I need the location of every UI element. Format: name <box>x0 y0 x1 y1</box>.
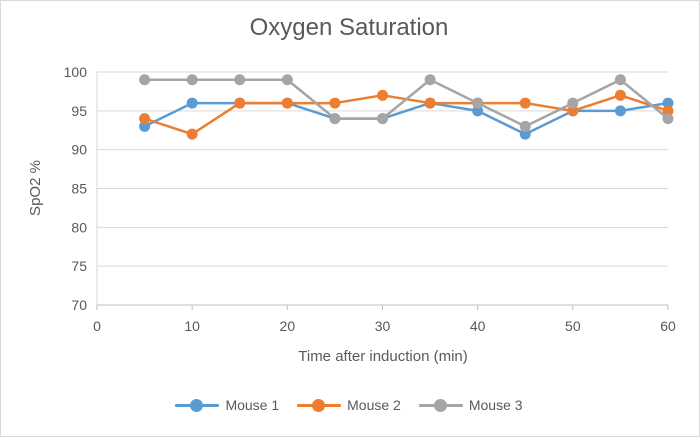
data-point <box>519 120 531 132</box>
x-tick-label: 40 <box>470 318 486 334</box>
chart-title: Oxygen Saturation <box>249 14 449 41</box>
data-point <box>472 97 484 109</box>
data-point <box>472 105 484 117</box>
data-point <box>662 113 674 125</box>
legend: Mouse 1 Mouse 2 Mouse 3 <box>0 397 698 413</box>
series-layer <box>139 74 674 140</box>
data-point <box>377 113 388 125</box>
data-point <box>567 105 579 117</box>
legend-item: Mouse 2 <box>297 397 401 413</box>
y-tick-label: 85 <box>71 181 87 197</box>
data-point <box>186 97 198 109</box>
y-tick-label: 100 <box>64 64 88 80</box>
y-tick-label: 80 <box>71 219 87 235</box>
x-tick-label: 50 <box>565 318 581 334</box>
legend-marker <box>190 399 204 412</box>
data-point <box>281 74 293 86</box>
data-point <box>424 74 436 86</box>
data-point <box>519 97 531 109</box>
data-point <box>329 97 341 109</box>
data-point <box>614 89 626 101</box>
y-tick-label: 95 <box>71 103 87 119</box>
tick-labels: 70 75 80 85 90 95 100 0 10 20 30 40 50 60 <box>64 64 676 334</box>
legend-label: Mouse 1 <box>225 397 280 413</box>
series-line <box>144 94 669 136</box>
data-point <box>567 97 579 109</box>
legend-item: Mouse 3 <box>418 397 523 413</box>
gridlines <box>97 71 668 267</box>
series-3 <box>139 74 674 132</box>
data-point <box>234 97 246 109</box>
data-point <box>139 120 151 132</box>
data-point <box>614 105 626 117</box>
legend-marker <box>433 399 447 412</box>
y-tick-label: 75 <box>71 258 87 274</box>
data-point <box>186 74 198 86</box>
x-tick-label: 60 <box>660 318 676 334</box>
legend-label: Mouse 2 <box>347 397 401 413</box>
data-point <box>662 105 674 117</box>
legend-marker <box>312 399 326 412</box>
series-2 <box>139 89 674 140</box>
legend-label: Mouse 3 <box>468 397 523 413</box>
y-tick-label: 70 <box>71 297 87 313</box>
series-line <box>144 78 669 128</box>
data-point <box>519 128 531 140</box>
x-tick-label: 10 <box>184 318 200 334</box>
data-point <box>329 113 341 125</box>
x-tick-label: 0 <box>93 318 101 334</box>
data-point <box>424 97 436 109</box>
y-tick-label: 90 <box>71 142 87 158</box>
x-tick-label: 30 <box>375 318 391 334</box>
data-point <box>662 97 674 109</box>
legend-swatch <box>297 398 342 412</box>
x-axis-title: Time after induction (min) <box>298 348 468 365</box>
legend-item: Mouse 1 <box>175 397 279 413</box>
data-point <box>186 128 198 140</box>
data-point <box>614 74 626 86</box>
data-point <box>139 113 151 125</box>
data-point <box>377 89 388 101</box>
axes <box>96 72 669 310</box>
series-line <box>144 101 669 136</box>
data-point <box>139 74 151 86</box>
data-point <box>234 74 246 86</box>
data-point <box>281 97 293 109</box>
y-axis-title: SpO2 % <box>27 160 44 216</box>
x-tick-label: 20 <box>280 318 296 334</box>
legend-swatch <box>418 398 463 412</box>
legend-swatch <box>175 398 220 412</box>
